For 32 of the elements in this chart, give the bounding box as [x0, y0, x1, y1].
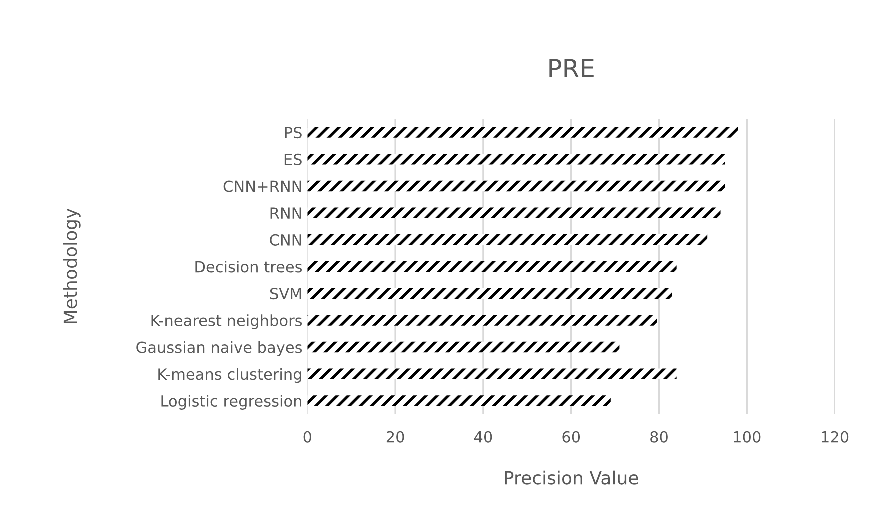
y-tick-label: ES — [284, 154, 302, 166]
x-tick-label: 120 — [822, 431, 849, 443]
x-tick-label: 80 — [650, 431, 668, 443]
bar — [308, 261, 677, 272]
bar — [308, 342, 620, 353]
y-tick-label: Logistic regression — [162, 395, 302, 410]
x-tick-label: 40 — [474, 431, 492, 443]
chart-title: PRE — [550, 59, 594, 78]
y-tick-label: CNN+RNN — [224, 180, 302, 192]
y-tick-label: RNN — [270, 208, 302, 219]
x-axis-title: Precision Value — [505, 470, 638, 485]
y-tick-label: Gaussian naive bayes — [136, 341, 302, 356]
x-tick-label: 60 — [562, 431, 580, 443]
y-axis-title: Methodology — [63, 208, 81, 324]
x-tick-label: 0 — [304, 431, 312, 443]
bar — [308, 208, 721, 218]
bar — [308, 127, 738, 138]
bar — [308, 154, 726, 165]
bar — [308, 234, 708, 246]
y-tick-label: SVM — [270, 288, 302, 300]
bar — [308, 315, 658, 326]
bar — [308, 368, 677, 380]
y-tick-label: Decision trees — [196, 260, 302, 273]
bar — [308, 288, 672, 299]
y-tick-label: K-means clustering — [158, 368, 302, 384]
x-tick-label: 20 — [386, 431, 404, 443]
y-tick-label: PS — [285, 127, 302, 139]
y-tick-label: CNN — [270, 234, 302, 246]
bar — [308, 180, 726, 192]
x-tick-label: 100 — [734, 431, 761, 443]
bar — [308, 396, 611, 406]
y-tick-label: K-nearest neighbors — [152, 314, 302, 330]
